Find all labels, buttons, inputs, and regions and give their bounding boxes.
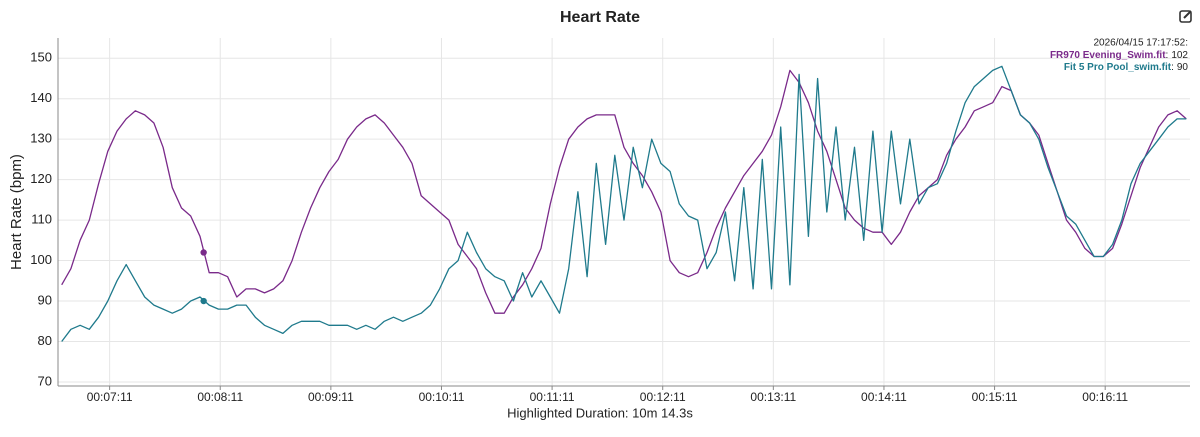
y-tick-label: 110	[31, 212, 52, 227]
y-tick-label: 130	[30, 131, 52, 146]
y-tick-label: 90	[38, 292, 52, 307]
legend-value: 90	[1177, 62, 1189, 73]
legend-entry: FR970 Evening_Swim.fit: 102	[1050, 50, 1188, 61]
y-tick-label: 120	[30, 171, 52, 186]
y-tick-label: 70	[38, 373, 52, 388]
x-tick-label: 00:15:11	[972, 390, 1018, 404]
x-tick-label: 00:13:11	[750, 390, 796, 404]
x-tick-label: 00:10:11	[419, 390, 465, 404]
edit-icon-box[interactable]	[1179, 10, 1192, 23]
x-tick-label: 00:12:11	[640, 390, 686, 404]
legend-entry: Fit 5 Pro Pool_swim.fit: 90	[1064, 62, 1189, 73]
legend-separator: :	[1166, 50, 1169, 61]
x-tick-label: 00:09:11	[308, 390, 354, 404]
x-tick-label: 00:08:11	[197, 390, 243, 404]
readout-time: 2026/04/15 17:17:52:	[1093, 38, 1188, 49]
y-axis-label: Heart Rate (bpm)	[8, 154, 25, 270]
x-tick-label: 00:07:11	[87, 390, 133, 404]
x-axis-label: Highlighted Duration: 10m 14.3s	[507, 405, 693, 420]
x-tick-label: 00:14:11	[861, 390, 907, 404]
legend-separator: :	[1171, 62, 1174, 73]
x-tick-label: 00:16:11	[1082, 390, 1128, 404]
series-line	[61, 69, 1187, 314]
y-tick-label: 140	[30, 90, 52, 105]
y-tick-label: 100	[30, 252, 52, 267]
x-tick-label: 00:11:11	[530, 390, 575, 404]
y-tick-label: 150	[30, 50, 52, 65]
y-tick-label: 80	[38, 333, 52, 348]
highlight-marker	[200, 249, 207, 256]
legend-value: 102	[1171, 50, 1188, 61]
edit-icon-pen[interactable]	[1183, 10, 1192, 19]
legend-name: FR970 Evening_Swim.fit	[1050, 50, 1166, 61]
legend-name: Fit 5 Pro Pool_swim.fit	[1064, 62, 1172, 73]
highlight-marker	[200, 297, 207, 305]
edit-button[interactable]	[1179, 10, 1192, 23]
chart-title: Heart Rate	[560, 9, 640, 26]
series-line	[61, 65, 1187, 342]
